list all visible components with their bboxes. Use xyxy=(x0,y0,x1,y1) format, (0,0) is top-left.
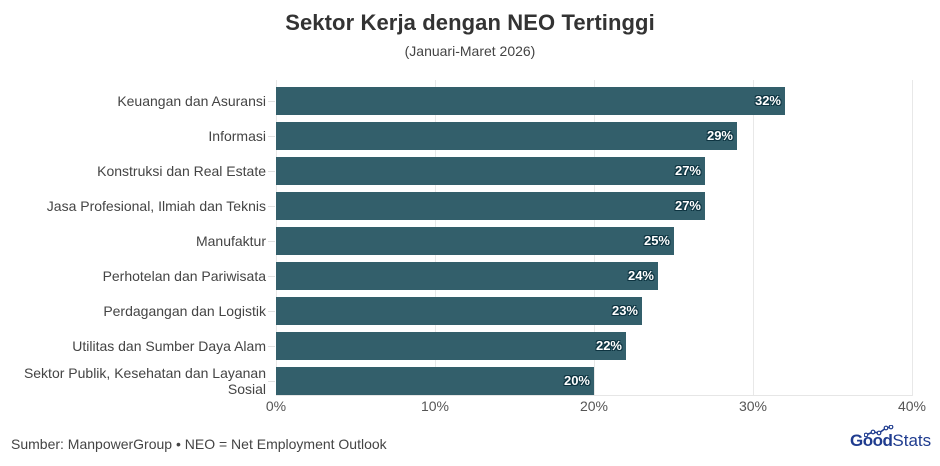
x-tick-label: 20% xyxy=(579,398,609,414)
bar-value-label: 24% xyxy=(627,268,654,283)
chart-title: Sektor Kerja dengan NEO Tertinggi xyxy=(285,10,655,35)
plot-area: 32% 29% 27% 27% 25% 24% 23% 22% 20% xyxy=(276,80,913,396)
bar-value-label: 32% xyxy=(754,93,781,108)
category-label: Keuangan dan Asuransi xyxy=(117,93,266,109)
bar: 27% xyxy=(276,157,705,185)
x-axis-line xyxy=(276,395,912,396)
x-tick-label: 0% xyxy=(265,398,287,414)
category-tick xyxy=(268,311,275,312)
goodstats-logo: GoodStats xyxy=(850,425,932,451)
category-label: Jasa Profesional, Ilmiah dan Teknis xyxy=(46,198,266,214)
x-tick-label: 30% xyxy=(738,398,768,414)
trend-line-icon xyxy=(864,425,894,437)
chart-subtitle: (Januari-Maret 2026) xyxy=(404,43,536,59)
category-label: Sektor Publik, Kesehatan dan Layanan Sos… xyxy=(23,365,266,397)
gridline xyxy=(912,80,913,396)
bar-value-label: 25% xyxy=(643,233,670,248)
category-label: Perhotelan dan Pariwisata xyxy=(102,268,266,284)
bar: 27% xyxy=(276,192,705,220)
category-label: Perdagangan dan Logistik xyxy=(103,303,266,319)
gridline xyxy=(753,80,754,396)
category-label: Konstruksi dan Real Estate xyxy=(97,163,266,179)
bar-value-label: 23% xyxy=(611,303,638,318)
bar: 25% xyxy=(276,227,674,255)
category-label: Informasi xyxy=(208,128,266,144)
bar: 20% xyxy=(276,367,594,395)
category-label: Manufaktur xyxy=(195,233,266,249)
bar: 32% xyxy=(276,87,785,115)
bar-value-label: 22% xyxy=(595,338,622,353)
bar-value-label: 27% xyxy=(674,198,701,213)
source-note: Sumber: ManpowerGroup • NEO = Net Employ… xyxy=(11,436,387,452)
category-tick xyxy=(268,171,275,172)
bar: 29% xyxy=(276,122,737,150)
category-label: Utilitas dan Sumber Daya Alam xyxy=(72,338,266,354)
category-tick xyxy=(268,101,275,102)
category-tick xyxy=(268,136,275,137)
bar-value-label: 20% xyxy=(563,373,590,388)
category-tick xyxy=(268,276,275,277)
x-tick-label: 40% xyxy=(897,398,927,414)
bar: 23% xyxy=(276,297,642,325)
x-tick-label: 10% xyxy=(420,398,450,414)
bar: 24% xyxy=(276,262,658,290)
category-tick xyxy=(268,346,275,347)
logo-good: Good xyxy=(850,431,893,450)
category-tick xyxy=(268,241,275,242)
bar-value-label: 29% xyxy=(706,128,733,143)
bar: 22% xyxy=(276,332,626,360)
category-tick xyxy=(268,381,275,382)
logo-stats: Stats xyxy=(892,431,932,450)
bar-value-label: 27% xyxy=(674,163,701,178)
category-tick xyxy=(268,206,275,207)
